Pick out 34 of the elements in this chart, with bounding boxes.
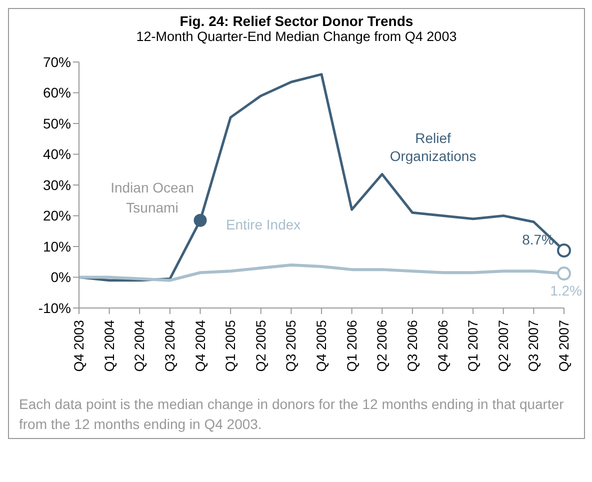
y-tick-label: 60% xyxy=(42,84,71,101)
x-tick-label: Q4 2007 xyxy=(556,320,572,372)
y-tick-label: 0% xyxy=(50,269,71,286)
x-tick-label: Q2 2005 xyxy=(253,320,268,372)
y-tick-label: 20% xyxy=(42,208,71,224)
x-tick-label: Q3 2005 xyxy=(284,320,299,372)
y-tick-label: 40% xyxy=(42,146,71,162)
x-tick-label: Q3 2004 xyxy=(162,320,178,372)
point xyxy=(557,266,571,281)
chart-title: Fig. 24: Relief Sector Donor Trends xyxy=(178,13,414,29)
x-tick-label: Q4 2005 xyxy=(314,320,329,372)
chart-subtitle: 12-Month Quarter-End Median Change from Q4 2003 xyxy=(135,29,458,44)
x-tick-label: Q3 2006 xyxy=(404,320,420,372)
annotation: Indian Ocean Tsunami xyxy=(110,179,194,216)
x-tick-label: Q3 2007 xyxy=(526,320,542,372)
y-tick-label: 10% xyxy=(42,238,71,254)
x-tick-label: Q4 2004 xyxy=(192,320,208,372)
y-tick-label: 70% xyxy=(42,54,71,70)
text: Entire Index xyxy=(226,216,301,232)
x-tick-label: Q1 2004 xyxy=(102,320,117,372)
x-tick-label: Q4 2003 xyxy=(72,320,86,372)
x-tick-label: Q1 2006 xyxy=(344,320,360,372)
series-label: Relief Organizations xyxy=(390,130,476,164)
x-tick-label: Q2 2004 xyxy=(132,320,148,372)
x-tick-label: Q1 2005 xyxy=(223,320,238,372)
y-tick-label: 30% xyxy=(42,176,71,193)
text: Each data point is the median change in donors for the 12 months ending in that quarter from the 12 months ending in Q4 2003. xyxy=(18,395,565,434)
data-label: 1.2% xyxy=(550,282,582,299)
x-tick-label: Q1 2007 xyxy=(466,320,481,372)
x-tick-label: Q2 2007 xyxy=(496,320,511,372)
x-tick-label: Q2 2006 xyxy=(374,320,390,372)
x-tick-label: Q4 2006 xyxy=(435,320,450,372)
y-tick-label: 50% xyxy=(42,115,71,132)
y-tick-label: -10% xyxy=(38,300,71,316)
